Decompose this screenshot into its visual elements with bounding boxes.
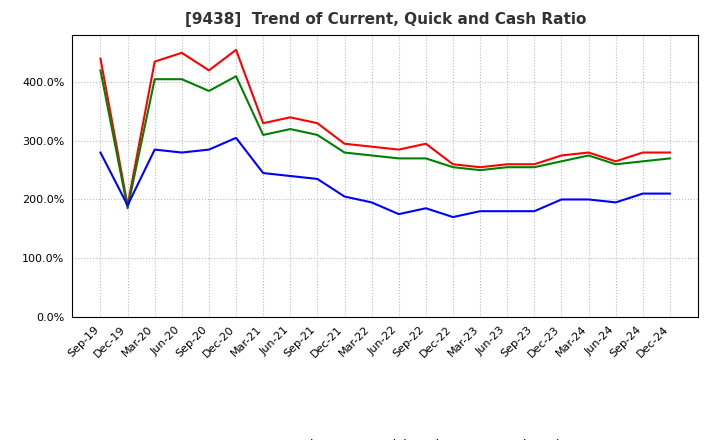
Current Ratio: [557, 153, 566, 158]
Quick Ratio: [584, 153, 593, 158]
Cash Ratio: [449, 214, 457, 220]
Quick Ratio: [150, 77, 159, 82]
Quick Ratio: [286, 126, 294, 132]
Quick Ratio: [557, 159, 566, 164]
Current Ratio: [150, 59, 159, 64]
Cash Ratio: [259, 170, 268, 176]
Quick Ratio: [449, 165, 457, 170]
Current Ratio: [395, 147, 403, 152]
Current Ratio: [341, 141, 349, 147]
Current Ratio: [449, 161, 457, 167]
Current Ratio: [639, 150, 647, 155]
Current Ratio: [232, 47, 240, 52]
Cash Ratio: [421, 205, 430, 211]
Line: Cash Ratio: Cash Ratio: [101, 138, 670, 217]
Quick Ratio: [367, 153, 376, 158]
Current Ratio: [367, 144, 376, 149]
Current Ratio: [96, 56, 105, 61]
Quick Ratio: [530, 165, 539, 170]
Quick Ratio: [421, 156, 430, 161]
Quick Ratio: [178, 77, 186, 82]
Current Ratio: [286, 115, 294, 120]
Quick Ratio: [313, 132, 322, 138]
Cash Ratio: [286, 173, 294, 179]
Current Ratio: [584, 150, 593, 155]
Current Ratio: [665, 150, 674, 155]
Quick Ratio: [503, 165, 511, 170]
Current Ratio: [123, 203, 132, 208]
Cash Ratio: [150, 147, 159, 152]
Quick Ratio: [395, 156, 403, 161]
Quick Ratio: [259, 132, 268, 138]
Quick Ratio: [639, 159, 647, 164]
Cash Ratio: [557, 197, 566, 202]
Cash Ratio: [639, 191, 647, 196]
Cash Ratio: [476, 209, 485, 214]
Cash Ratio: [313, 176, 322, 182]
Quick Ratio: [611, 161, 620, 167]
Cash Ratio: [611, 200, 620, 205]
Current Ratio: [178, 50, 186, 55]
Quick Ratio: [96, 68, 105, 73]
Current Ratio: [421, 141, 430, 147]
Cash Ratio: [232, 135, 240, 140]
Line: Quick Ratio: Quick Ratio: [101, 70, 670, 208]
Cash Ratio: [367, 200, 376, 205]
Quick Ratio: [665, 156, 674, 161]
Current Ratio: [503, 161, 511, 167]
Current Ratio: [313, 121, 322, 126]
Cash Ratio: [530, 209, 539, 214]
Quick Ratio: [204, 88, 213, 94]
Current Ratio: [530, 161, 539, 167]
Cash Ratio: [341, 194, 349, 199]
Cash Ratio: [123, 203, 132, 208]
Cash Ratio: [665, 191, 674, 196]
Cash Ratio: [584, 197, 593, 202]
Cash Ratio: [96, 150, 105, 155]
Current Ratio: [204, 68, 213, 73]
Quick Ratio: [123, 205, 132, 211]
Title: [9438]  Trend of Current, Quick and Cash Ratio: [9438] Trend of Current, Quick and Cash …: [184, 12, 586, 27]
Current Ratio: [259, 121, 268, 126]
Current Ratio: [611, 159, 620, 164]
Quick Ratio: [476, 168, 485, 173]
Cash Ratio: [204, 147, 213, 152]
Quick Ratio: [232, 73, 240, 79]
Cash Ratio: [395, 212, 403, 217]
Quick Ratio: [341, 150, 349, 155]
Line: Current Ratio: Current Ratio: [101, 50, 670, 205]
Cash Ratio: [503, 209, 511, 214]
Current Ratio: [476, 165, 485, 170]
Legend: Current Ratio, Quick Ratio, Cash Ratio: Current Ratio, Quick Ratio, Cash Ratio: [198, 434, 572, 440]
Cash Ratio: [178, 150, 186, 155]
